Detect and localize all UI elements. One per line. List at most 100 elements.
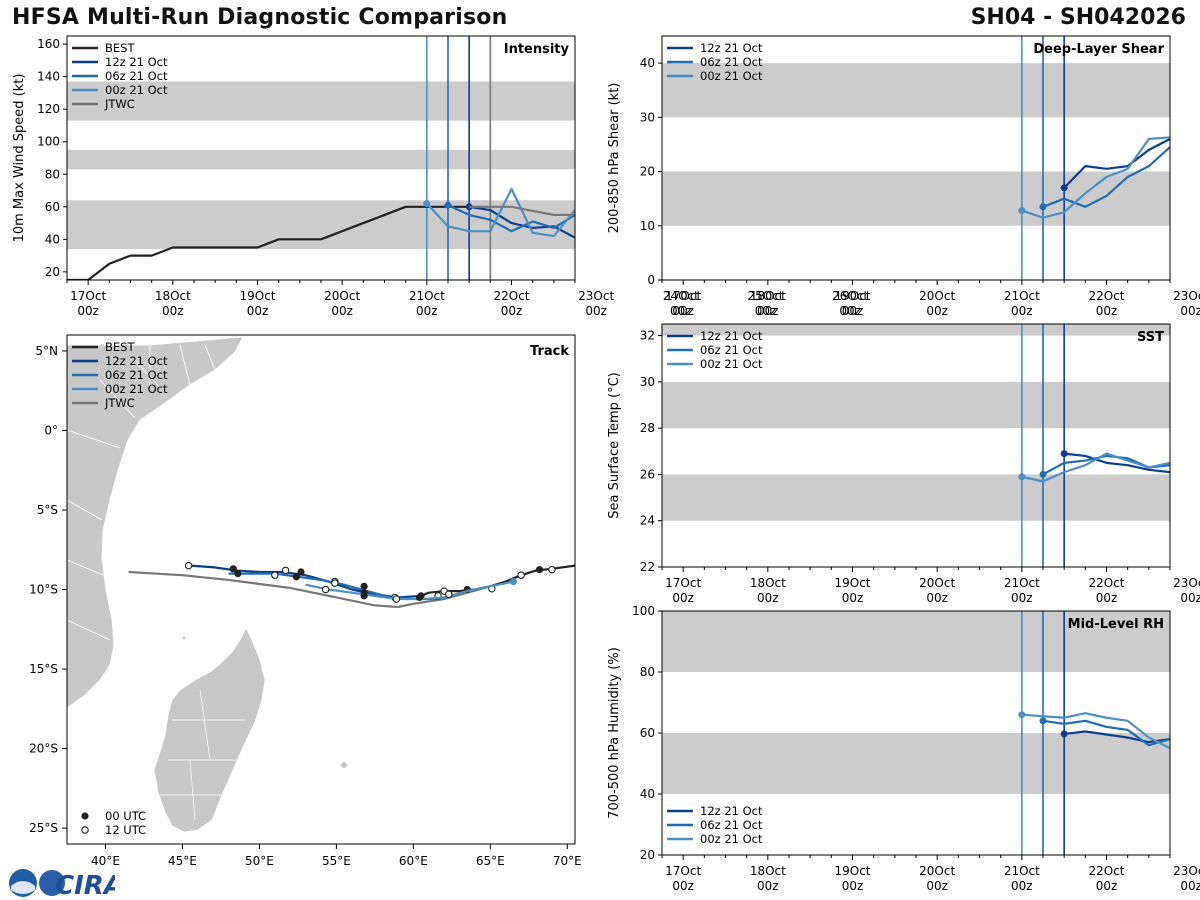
sst-xtick-label: 00z xyxy=(1096,591,1118,605)
intensity-xtick-label: 00z xyxy=(162,304,184,318)
rh-frame xyxy=(661,610,1171,856)
logo-text: CIRA xyxy=(55,871,115,900)
track-marker-00utc-12z-21-oct xyxy=(297,568,305,576)
track-legend-12utc-label: 12 UTC xyxy=(105,823,146,837)
rh-xtick-label: 00z xyxy=(757,879,779,893)
track-xtick-label: 70°E xyxy=(553,854,582,868)
track-marker-12utc-06z-21-oct xyxy=(434,592,442,600)
intensity-xtick-label: 19Oct xyxy=(239,289,275,303)
track-marker-12utc-12z-21-oct xyxy=(331,577,339,586)
sst-ytick-label: 32 xyxy=(640,329,655,343)
rh-ytick-label: 100 xyxy=(632,604,655,618)
rh-xtick-label: 22Oct xyxy=(1088,864,1124,878)
africa-landmass xyxy=(67,336,244,709)
intensity-legend-label: 06z 21 Oct xyxy=(105,69,168,83)
intensity-xtick-label: 24Oct xyxy=(663,289,699,303)
shear-xtick-label: 19Oct xyxy=(834,289,870,303)
sst-series-12z-21-oct xyxy=(1064,452,1170,474)
intensity-ytick-label: 20 xyxy=(45,265,60,279)
track-xtick-label: 65°E xyxy=(476,854,505,868)
rh-ylabel: 700-500 hPa Humidity (%) xyxy=(607,647,622,819)
track-marker-12utc-12z-21-oct xyxy=(184,561,193,570)
sst-legend-label: 06z 21 Oct xyxy=(700,343,763,357)
intensity-xtick-label: 00z xyxy=(416,304,438,318)
sst-xtick-label: 00z xyxy=(1180,591,1200,605)
intensity-ylabel: 10m Max Wind Speed (kt) xyxy=(12,74,27,243)
rh-xtick-label: 18Oct xyxy=(750,864,786,878)
intensity-xtick-label: 18Oct xyxy=(155,289,191,303)
shear-ytick-label: 20 xyxy=(640,165,655,179)
track-line-jtwc xyxy=(128,570,491,609)
sst-xtick-label: 21Oct xyxy=(1004,576,1040,590)
cira-globe-icon xyxy=(39,870,65,896)
intensity-legend-label: BEST xyxy=(105,41,135,55)
shear-init-point-00z-21-oct xyxy=(1018,207,1026,215)
intensity-xtick-label: 00z xyxy=(585,304,607,318)
shear-legend-label: 12z 21 Oct xyxy=(700,41,763,55)
rh-series-12z-21-oct xyxy=(1064,730,1170,744)
intensity-series-12z-21-oct xyxy=(468,205,575,239)
shear-xtick-label: 00z xyxy=(842,304,864,318)
shear-title: Deep-Layer Shear xyxy=(1033,42,1164,57)
shear-ytick-label: 0 xyxy=(647,273,655,287)
rh-legend-label: 00z 21 Oct xyxy=(700,832,763,846)
sst-frame xyxy=(661,323,1171,568)
madagascar-regions xyxy=(160,689,245,821)
track-frame xyxy=(66,334,576,845)
track-marker-00utc-06z-21-oct xyxy=(234,569,242,578)
track-line-best xyxy=(420,564,575,597)
track-marker-12utc-best xyxy=(548,565,556,574)
track-marker-00utc-best xyxy=(535,566,544,574)
track-legend-00utc-label: 00 UTC xyxy=(105,809,146,823)
shear-xtick-label: 20Oct xyxy=(919,289,955,303)
intensity-xtick-label: 26Oct xyxy=(832,289,868,303)
intensity-series-06z-21-oct xyxy=(447,204,575,233)
intensity-init-point-00z-21-oct xyxy=(423,200,431,208)
rh-ytick-label: 80 xyxy=(640,665,655,679)
intensity-xtick-label: 00z xyxy=(77,304,99,318)
intensity-xtick-label: 20Oct xyxy=(324,289,360,303)
shear-series-00z-21-oct xyxy=(1021,136,1170,219)
shear-xtick-label: 00z xyxy=(672,304,694,318)
rh-plot-area xyxy=(662,611,1170,855)
sst-xtick-label: 19Oct xyxy=(834,576,870,590)
shear-xtick-label: 22Oct xyxy=(1088,289,1124,303)
sst-xtick-label: 20Oct xyxy=(919,576,955,590)
sst-panel: 22242628303217Oct00z18Oct00z19Oct00z20Oc… xyxy=(607,323,1200,605)
sst-ytick-label: 24 xyxy=(640,514,655,528)
track-marker-00utc-best xyxy=(417,592,425,600)
sst-band-2 xyxy=(662,324,1170,336)
intensity-frame xyxy=(66,35,576,281)
sst-band-0 xyxy=(662,474,1170,521)
shear-xtick-label: 00z xyxy=(1096,304,1118,318)
rh-xtick-label: 23Oct xyxy=(1173,864,1200,878)
sst-xtick-label: 17Oct xyxy=(665,576,701,590)
shear-legend-label: 06z 21 Oct xyxy=(700,55,763,69)
shear-init-point-12z-21-oct xyxy=(1060,184,1068,192)
shear-band-1 xyxy=(662,63,1170,118)
shear-xtick-label: 00z xyxy=(1011,304,1033,318)
track-ytick-label: 0° xyxy=(44,423,58,437)
track-marker-00utc-00z-21-oct xyxy=(360,592,368,600)
rh-ytick-label: 40 xyxy=(640,787,655,801)
sst-ytick-label: 30 xyxy=(640,375,655,389)
intensity-xtick-label: 00z xyxy=(755,304,777,318)
rh-xtick-label: 17Oct xyxy=(665,864,701,878)
track-init-point-00z-21-oct xyxy=(509,577,518,586)
track-marker-12utc-best xyxy=(488,584,496,593)
intensity-series-00z-21-oct xyxy=(426,187,575,238)
rh-ytick-label: 60 xyxy=(640,726,655,740)
shear-init-point-06z-21-oct xyxy=(1039,203,1047,211)
shear-xtick-label: 00z xyxy=(926,304,948,318)
intensity-xtick-label: 00z xyxy=(331,304,353,318)
track-line-00z-21-oct xyxy=(305,580,514,601)
intensity-xtick-label: 00z xyxy=(501,304,523,318)
sst-xtick-label: 00z xyxy=(926,591,948,605)
track-ytick-label: 20°S xyxy=(29,742,58,756)
rh-legend-label: 06z 21 Oct xyxy=(700,818,763,832)
sst-init-point-12z-21-oct xyxy=(1060,450,1068,458)
track-marker-00utc-12z-21-oct xyxy=(229,565,237,573)
sst-xtick-label: 18Oct xyxy=(750,576,786,590)
track-marker-12utc-best xyxy=(440,587,448,595)
